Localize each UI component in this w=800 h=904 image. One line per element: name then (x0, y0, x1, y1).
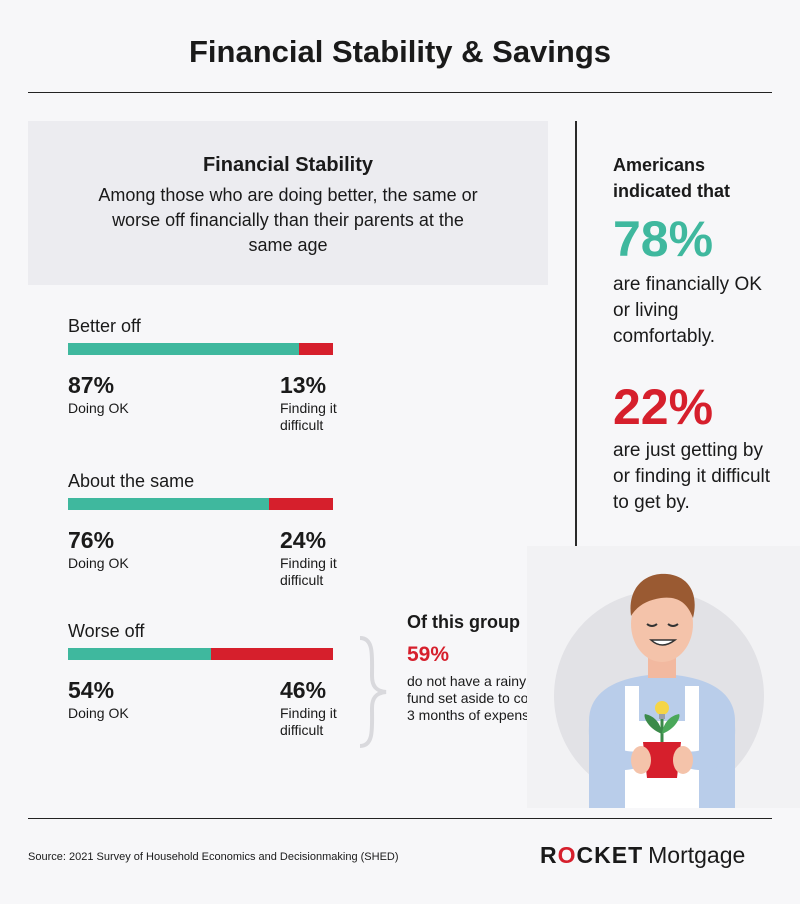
difficult-percent: 46% (280, 677, 327, 703)
ok-label: Doing OK (68, 705, 129, 721)
bar-group-about-the-same: About the same 76% Doing OK 24% Finding … (68, 471, 337, 597)
rocket-mortgage-logo: ROCKET Mortgage (540, 842, 745, 869)
note-percent: 59% (407, 643, 450, 666)
curly-brace-icon (359, 636, 387, 748)
stat-22-value: 22% (613, 379, 714, 435)
bar-ok-segment (68, 343, 299, 355)
note-text: do not have a rainy day fund set aside t… (407, 673, 553, 723)
difficult-percent: 13% (280, 372, 327, 398)
note-heading: Of this group (407, 612, 520, 632)
difficult-label: Finding it difficult (280, 705, 337, 738)
category-label: Worse off (68, 621, 145, 641)
sidebar-intro: Americans indicated that (613, 155, 731, 201)
chart-header-box: Financial Stability Among those who are … (28, 121, 548, 285)
bar-ok-segment (68, 648, 212, 660)
top-divider (28, 92, 772, 93)
stat-78-value: 78% (613, 211, 714, 267)
difficult-label: Finding it difficult (280, 400, 337, 433)
bar-ok-segment (68, 498, 270, 510)
source-note: Source: 2021 Survey of Household Economi… (28, 851, 399, 863)
ok-label: Doing OK (68, 400, 129, 416)
stacked-bar (68, 343, 333, 355)
bar-group-better-off: Better off 87% Doing OK 13% Finding it d… (68, 316, 337, 442)
bottom-divider (28, 818, 772, 819)
worse-off-note: Of this group 59% do not have a rainy da… (407, 612, 557, 724)
vertical-divider (575, 121, 577, 621)
ok-stat: 54% Doing OK (68, 677, 129, 722)
category-label: Better off (68, 316, 141, 336)
ok-label: Doing OK (68, 555, 129, 571)
bar-group-worse-off: Worse off 54% Doing OK 46% Finding it di… (68, 621, 337, 747)
stat-22-text: are just getting by or finding it diffic… (613, 440, 771, 513)
chart-heading: Financial Stability (202, 154, 374, 176)
bar-difficult-segment (298, 343, 333, 355)
difficult-stat: 46% Finding it difficult (280, 677, 360, 739)
ok-percent: 76% (68, 527, 115, 553)
difficult-percent: 24% (280, 527, 327, 553)
bar-difficult-segment (269, 498, 333, 510)
page-title: Financial Stability & Savings (188, 34, 612, 69)
bar-difficult-segment (211, 648, 333, 660)
stat-78-text: are financially OK or living comfortably… (613, 274, 762, 347)
person-holding-plant-illustration (527, 546, 800, 808)
stacked-bar (68, 648, 333, 660)
ok-percent: 87% (68, 372, 115, 398)
ok-stat: 87% Doing OK (68, 372, 129, 417)
difficult-stat: 24% Finding it difficult (280, 527, 360, 589)
ok-stat: 76% Doing OK (68, 527, 129, 572)
logo-mortgage-word: Mortgage (648, 842, 746, 868)
ok-percent: 54% (68, 677, 115, 703)
logo-rocket-word: ROCKET (540, 842, 644, 868)
stacked-bar (68, 498, 333, 510)
difficult-stat: 13% Finding it difficult (280, 372, 360, 434)
difficult-label: Finding it difficult (280, 555, 337, 588)
category-label: About the same (68, 471, 195, 491)
chart-subtitle: Among those who are doing better, the sa… (98, 185, 478, 255)
